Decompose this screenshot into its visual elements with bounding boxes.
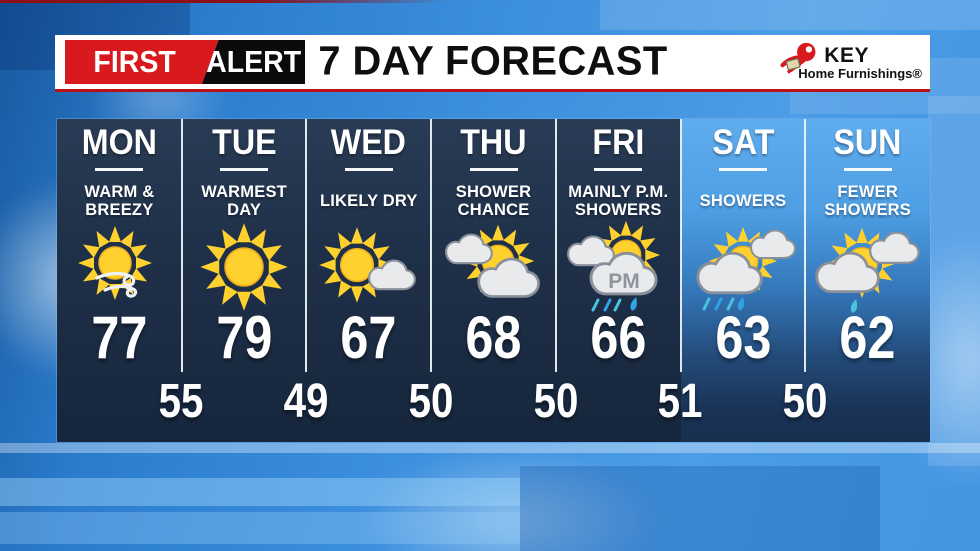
day-underline bbox=[220, 168, 269, 171]
day-column-wed: WED LIKELY DRY 67 bbox=[306, 119, 432, 442]
background-block bbox=[600, 0, 980, 30]
day-column-mon: MON WARM & BREEZY 77 bbox=[57, 119, 183, 442]
day-underline bbox=[718, 168, 767, 171]
brand-first-label: FIRST bbox=[93, 44, 176, 79]
condition-label: WARM & BREEZY bbox=[84, 182, 155, 219]
showers-icon bbox=[685, 221, 801, 317]
brand-alert-label: ALERT bbox=[205, 44, 301, 79]
day-underline bbox=[95, 168, 144, 171]
day-underline bbox=[344, 168, 393, 171]
day-label: WED bbox=[331, 123, 407, 162]
condition-label: FEWER SHOWERS bbox=[824, 182, 911, 219]
sponsor-name: KEY bbox=[824, 43, 869, 67]
condition-label: WARMEST DAY bbox=[201, 182, 287, 219]
day-label: FRI bbox=[592, 123, 645, 162]
day-column-tue: TUE WARMEST DAY 79 bbox=[182, 119, 308, 442]
day-underline bbox=[594, 168, 643, 171]
page-title: 7 DAY FORECAST bbox=[317, 37, 668, 84]
header-bar: FIRST ALERT 7 DAY FORECAST KEY Home Furn… bbox=[55, 35, 930, 92]
condition-label: SHOWER CHANCE bbox=[455, 182, 532, 219]
background-block bbox=[0, 0, 560, 3]
forecast-panel: MON WARM & BREEZY 77 TUE WARMEST DAY bbox=[57, 119, 931, 442]
condition-label: SHOWERS bbox=[699, 191, 787, 210]
high-temp: 66 bbox=[590, 304, 647, 371]
key-icon bbox=[780, 42, 816, 74]
high-temp: 63 bbox=[714, 304, 771, 371]
day-underline bbox=[469, 168, 518, 171]
pm-badge: PM bbox=[608, 270, 640, 293]
pm-showers-icon: PM bbox=[560, 220, 676, 317]
high-temp: 79 bbox=[216, 304, 273, 371]
day-column-sun: SUN FEWER SHOWERS 62 bbox=[805, 119, 931, 442]
condition-label: LIKELY DRY bbox=[319, 191, 418, 210]
day-label: SAT bbox=[711, 123, 774, 162]
day-column-thu: THU SHOWER CHANCE 68 bbox=[431, 119, 557, 442]
high-temp: 77 bbox=[91, 304, 148, 371]
day-label: TUE bbox=[211, 123, 277, 162]
high-temp: 67 bbox=[340, 304, 397, 371]
first-alert-logo: FIRST ALERT bbox=[65, 40, 305, 84]
day-label: SUN bbox=[833, 123, 902, 162]
sponsor-text: KEY Home Furnishings® bbox=[798, 43, 922, 80]
high-temp: 68 bbox=[465, 304, 522, 371]
day-underline bbox=[843, 168, 892, 171]
day-label: THU bbox=[460, 123, 527, 162]
condition-label: MAINLY P.M. SHOWERS bbox=[568, 182, 669, 219]
sponsor-tagline: Home Furnishings® bbox=[798, 65, 922, 81]
day-column-fri: FRI MAINLY P.M. SHOWERS PM 66 bbox=[556, 119, 682, 442]
day-label: MON bbox=[81, 123, 157, 162]
high-temp: 62 bbox=[839, 304, 896, 371]
day-column-sat: SAT SHOWERS 63 bbox=[680, 119, 807, 442]
sponsor-logo: KEY Home Furnishings® bbox=[780, 38, 922, 86]
first-alert-logo-red bbox=[65, 40, 219, 84]
sun-wind-icon bbox=[61, 221, 177, 317]
first-alert-logo-black bbox=[201, 40, 305, 84]
